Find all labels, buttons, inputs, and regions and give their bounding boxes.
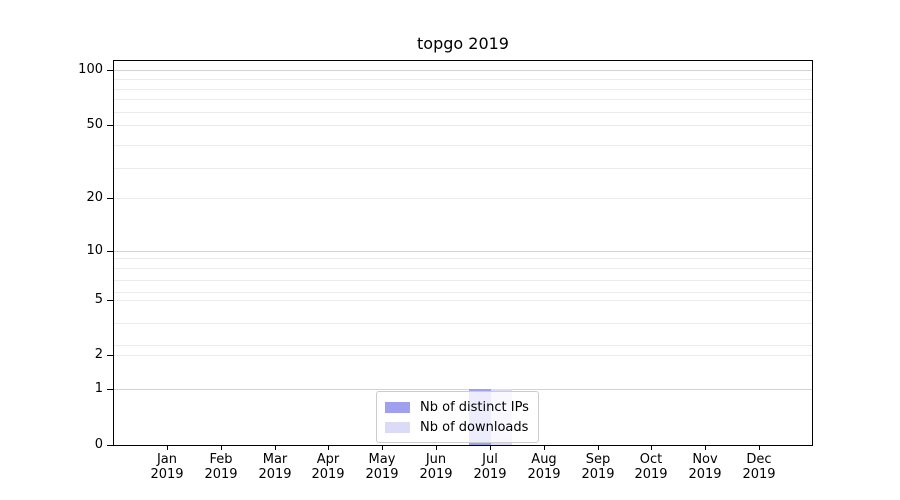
gridline-y-2 xyxy=(114,355,812,356)
plot-area: Nb of distinct IPs Nb of downloads xyxy=(113,60,813,446)
x-tick-year: 2019 xyxy=(150,467,184,482)
gridline-minor xyxy=(114,292,812,293)
gridline-y-100 xyxy=(114,70,812,71)
x-tick-label-sep: Sep 2019 xyxy=(568,452,628,482)
y-tick-mark xyxy=(107,251,113,252)
x-tick-mark xyxy=(759,446,760,450)
gridline-y-5 xyxy=(114,300,812,301)
gridline-y-1 xyxy=(114,389,812,390)
y-tick-label: 10 xyxy=(86,243,103,258)
x-tick-mark xyxy=(651,446,652,450)
y-tick-label: 2 xyxy=(94,347,103,362)
gridline-minor xyxy=(114,258,812,259)
x-tick-mark xyxy=(598,446,599,450)
x-tick-month: Mar xyxy=(262,452,288,467)
gridline-minor xyxy=(114,79,812,80)
x-tick-month: Sep xyxy=(585,452,611,467)
gridline-minor xyxy=(114,280,812,281)
x-tick-year: 2019 xyxy=(311,467,345,482)
x-tick-year: 2019 xyxy=(527,467,561,482)
y-tick-label: 100 xyxy=(78,62,103,77)
x-tick-year: 2019 xyxy=(419,467,453,482)
x-tick-label-jul: Jul 2019 xyxy=(460,452,520,482)
y-tick-label: 0 xyxy=(94,437,103,452)
y-tick-mark xyxy=(107,198,113,199)
x-tick-mark xyxy=(328,446,329,450)
x-tick-label-nov: Nov 2019 xyxy=(675,452,735,482)
legend-item: Nb of downloads xyxy=(385,417,529,437)
x-tick-label-oct: Oct 2019 xyxy=(621,452,681,482)
x-tick-mark xyxy=(167,446,168,450)
x-tick-month: Dec xyxy=(746,452,772,467)
y-tick-label: 1 xyxy=(94,381,103,396)
y-tick-mark xyxy=(107,70,113,71)
y-tick-mark xyxy=(107,445,113,446)
gridline-minor xyxy=(114,89,812,90)
x-tick-year: 2019 xyxy=(258,467,292,482)
x-tick-label-aug: Aug 2019 xyxy=(514,452,574,482)
legend: Nb of distinct IPs Nb of downloads xyxy=(376,391,539,443)
x-tick-label-feb: Feb 2019 xyxy=(191,452,251,482)
legend-label: Nb of downloads xyxy=(420,419,529,435)
y-tick-mark xyxy=(107,355,113,356)
gridline-minor xyxy=(114,268,812,269)
x-tick-label-dec: Dec 2019 xyxy=(729,452,789,482)
y-tick-label: 50 xyxy=(86,117,103,132)
x-tick-year: 2019 xyxy=(688,467,722,482)
x-tick-label-jun: Jun 2019 xyxy=(406,452,466,482)
x-tick-mark xyxy=(221,446,222,450)
gridline-minor xyxy=(114,345,812,346)
x-tick-year: 2019 xyxy=(365,467,399,482)
y-tick-mark xyxy=(107,125,113,126)
gridline-minor xyxy=(114,323,812,324)
y-tick-mark xyxy=(107,300,113,301)
x-tick-year: 2019 xyxy=(473,467,507,482)
x-tick-label-may: May 2019 xyxy=(352,452,412,482)
x-tick-mark xyxy=(705,446,706,450)
x-tick-month: Jun xyxy=(425,452,447,467)
y-tick-label: 20 xyxy=(86,190,103,205)
x-tick-label-jan: Jan 2019 xyxy=(137,452,197,482)
gridline-minor xyxy=(114,112,812,113)
x-tick-mark xyxy=(275,446,276,450)
chart-title: topgo 2019 xyxy=(417,34,509,53)
x-tick-year: 2019 xyxy=(204,467,238,482)
x-tick-month: Feb xyxy=(209,452,233,467)
gridline-minor xyxy=(114,168,812,169)
legend-swatch-icon xyxy=(385,401,410,413)
gridline-y-20 xyxy=(114,198,812,199)
x-tick-mark xyxy=(544,446,545,450)
x-tick-month: Jul xyxy=(482,452,498,467)
gridline-y-10 xyxy=(114,251,812,252)
x-tick-month: Nov xyxy=(692,452,718,467)
gridline-minor xyxy=(114,145,812,146)
legend-item: Nb of distinct IPs xyxy=(385,397,529,417)
x-tick-month: May xyxy=(368,452,396,467)
x-tick-year: 2019 xyxy=(742,467,776,482)
y-tick-label: 5 xyxy=(94,292,103,307)
y-tick-mark xyxy=(107,389,113,390)
x-tick-mark xyxy=(382,446,383,450)
x-tick-mark xyxy=(490,446,491,450)
x-tick-month: Aug xyxy=(531,452,557,467)
x-tick-month: Oct xyxy=(639,452,663,467)
x-tick-label-apr: Apr 2019 xyxy=(298,452,358,482)
x-tick-month: Apr xyxy=(316,452,340,467)
gridline-y-50 xyxy=(114,125,812,126)
x-tick-mark xyxy=(436,446,437,450)
x-tick-month: Jan xyxy=(156,452,178,467)
x-tick-year: 2019 xyxy=(634,467,668,482)
legend-label: Nb of distinct IPs xyxy=(420,399,529,415)
gridline-minor xyxy=(114,99,812,100)
x-tick-label-mar: Mar 2019 xyxy=(245,452,305,482)
legend-swatch-icon xyxy=(385,421,410,433)
x-tick-year: 2019 xyxy=(581,467,615,482)
